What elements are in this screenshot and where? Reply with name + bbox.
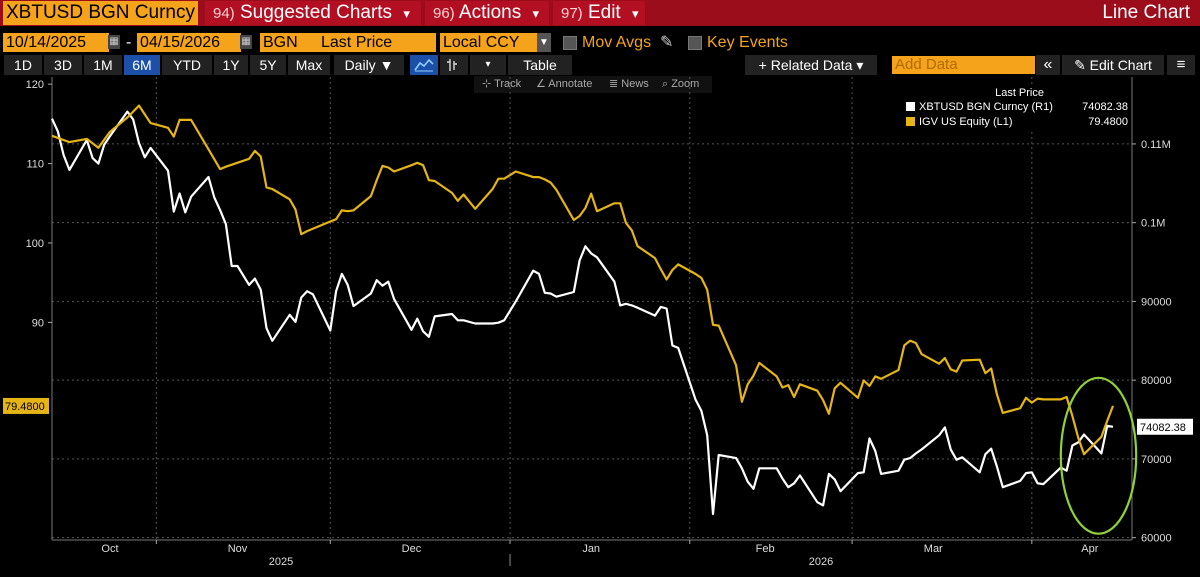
related-data-button[interactable]: + Related Data ▾ bbox=[745, 55, 877, 75]
menu-number: 94) bbox=[213, 5, 235, 22]
key-events-checkbox[interactable] bbox=[688, 36, 702, 50]
x-tick-label: Nov bbox=[228, 543, 248, 555]
source-field[interactable]: BGN bbox=[260, 33, 318, 52]
calendar-icon[interactable]: ▦ bbox=[240, 35, 252, 49]
currency-selector[interactable]: Local CCY bbox=[440, 33, 540, 52]
chevron-down-icon[interactable]: ▾ bbox=[470, 55, 506, 75]
year-label: 2025 bbox=[269, 556, 293, 568]
range-button-max[interactable]: Max bbox=[288, 55, 330, 75]
edit-menu[interactable]: 97) Edit ▾ bbox=[553, 1, 645, 25]
table-button[interactable]: Table bbox=[508, 55, 572, 75]
range-button-1y[interactable]: 1Y bbox=[214, 55, 248, 75]
pencil-icon[interactable]: ✎ bbox=[660, 34, 674, 51]
news-tool[interactable]: ≣ News bbox=[609, 78, 649, 90]
chevron-down-icon[interactable]: ▼ bbox=[537, 33, 551, 52]
x-tick-label: Feb bbox=[756, 543, 775, 555]
add-data-input[interactable]: Add Data bbox=[892, 56, 1035, 74]
right-tick-label: 90000 bbox=[1141, 296, 1172, 308]
calendar-icon[interactable]: ▦ bbox=[108, 35, 120, 49]
line-chart-icon[interactable] bbox=[410, 55, 438, 75]
right-tick-label: 80000 bbox=[1141, 375, 1172, 387]
annotation-ellipse[interactable] bbox=[1059, 376, 1138, 535]
range-button-1d[interactable]: 1D bbox=[4, 55, 42, 75]
left-tick-label: 100 bbox=[26, 238, 44, 250]
x-tick-label: Apr bbox=[1081, 543, 1098, 555]
series-line-xbtusd[interactable] bbox=[51, 110, 1114, 516]
menu-icon[interactable]: ≡ bbox=[1167, 55, 1195, 75]
year-label: 2026 bbox=[809, 556, 833, 568]
right-tick-label: 0.1M bbox=[1141, 218, 1165, 230]
left-tick-label: 120 bbox=[26, 79, 44, 91]
annotate-tool[interactable]: ∠ Annotate bbox=[536, 78, 593, 90]
legend-entry-igv[interactable]: IGV US Equity (L1) bbox=[906, 116, 1013, 128]
legend-entry-label: IGV US Equity (L1) bbox=[919, 116, 1013, 128]
range-button-ytd[interactable]: YTD bbox=[162, 55, 212, 75]
actions-menu[interactable]: 96) Actions ▾ bbox=[425, 1, 549, 25]
mov-avgs-checkbox[interactable] bbox=[563, 36, 577, 50]
legend-entry-xbtusd[interactable]: XBTUSD BGN Curncy (R1) bbox=[906, 101, 1053, 113]
last-value-label-left: 79.4800 bbox=[5, 401, 45, 413]
menu-number: 97) bbox=[561, 5, 583, 22]
range-button-6m[interactable]: 6M bbox=[124, 55, 160, 75]
left-tick-label: 110 bbox=[26, 159, 44, 171]
menu-number: 96) bbox=[433, 5, 455, 22]
last-value-label-right: 74082.38 bbox=[1140, 422, 1186, 434]
bar-chart-icon[interactable] bbox=[440, 55, 468, 75]
range-button-3d[interactable]: 3D bbox=[44, 55, 82, 75]
range-toolbar: Daily ▼ ▾ Table + Related Data ▾ Add Dat… bbox=[0, 55, 1200, 75]
key-events-label: Key Events bbox=[707, 34, 788, 51]
line-chart[interactable]: 90 100 110 120 60000 70000 80000 90000 0.1M 0.11M… bbox=[0, 77, 1200, 577]
mov-avgs-label: Mov Avgs bbox=[582, 34, 652, 51]
start-date-field[interactable]: 10/14/2025 bbox=[3, 33, 109, 52]
last-value-badge bbox=[1137, 418, 1193, 435]
chart-type-label: Line Chart bbox=[1102, 2, 1190, 23]
frequency-selector[interactable]: Daily ▼ bbox=[334, 55, 404, 75]
x-tick-label: Dec bbox=[402, 543, 422, 555]
range-button-1m[interactable]: 1M bbox=[84, 55, 122, 75]
menu-label: Actions bbox=[458, 2, 522, 23]
x-tick-label: Oct bbox=[101, 543, 118, 555]
right-tick-label: 0.11M bbox=[1141, 139, 1171, 151]
series-line-igv[interactable] bbox=[51, 104, 1115, 456]
legend-entry-value: 74082.38 bbox=[1082, 101, 1128, 113]
right-tick-label: 70000 bbox=[1141, 454, 1172, 466]
legend-header: Last Price bbox=[995, 87, 1044, 99]
edit-chart-button[interactable]: ✎ Edit Chart bbox=[1062, 55, 1164, 75]
left-tick-label: 90 bbox=[32, 317, 44, 329]
security-ticker[interactable]: XBTUSD BGN Curncy bbox=[3, 1, 198, 25]
collapse-icon[interactable]: « bbox=[1036, 55, 1060, 75]
menu-label: Suggested Charts bbox=[239, 2, 393, 23]
chart-tools: ⊹ Track ∠ Annotate ≣ News ⌕ Zoom bbox=[474, 76, 712, 93]
date-separator: - bbox=[126, 34, 132, 51]
x-tick-label: Mar bbox=[924, 543, 943, 555]
menu-label: Edit bbox=[587, 2, 621, 23]
controls-bar: 10/14/2025 ▦ - 04/15/2026 ▦ BGN Last Pri… bbox=[0, 33, 1200, 53]
field-selector[interactable]: Last Price bbox=[318, 33, 436, 52]
chevron-down-icon: ▾ bbox=[403, 6, 410, 21]
chevron-down-icon: ▾ bbox=[532, 6, 540, 21]
track-tool[interactable]: ⊹ Track bbox=[482, 78, 522, 90]
chart-legend: Last Price XBTUSD BGN Curncy (R1) 74082.… bbox=[902, 85, 1130, 129]
title-bar: XBTUSD BGN Curncy 94) Suggested Charts ▾… bbox=[0, 0, 1200, 26]
legend-entry-label: XBTUSD BGN Curncy (R1) bbox=[919, 101, 1053, 113]
range-button-5y[interactable]: 5Y bbox=[250, 55, 286, 75]
end-date-field[interactable]: 04/15/2026 bbox=[137, 33, 241, 52]
last-value-badge bbox=[3, 397, 49, 414]
suggested-charts-menu[interactable]: 94) Suggested Charts ▾ bbox=[205, 1, 421, 25]
right-tick-label: 60000 bbox=[1141, 533, 1172, 545]
x-tick-label: Jan bbox=[582, 543, 600, 555]
legend-entry-value: 79.4800 bbox=[1088, 116, 1128, 128]
chevron-down-icon: ▾ bbox=[632, 6, 639, 21]
